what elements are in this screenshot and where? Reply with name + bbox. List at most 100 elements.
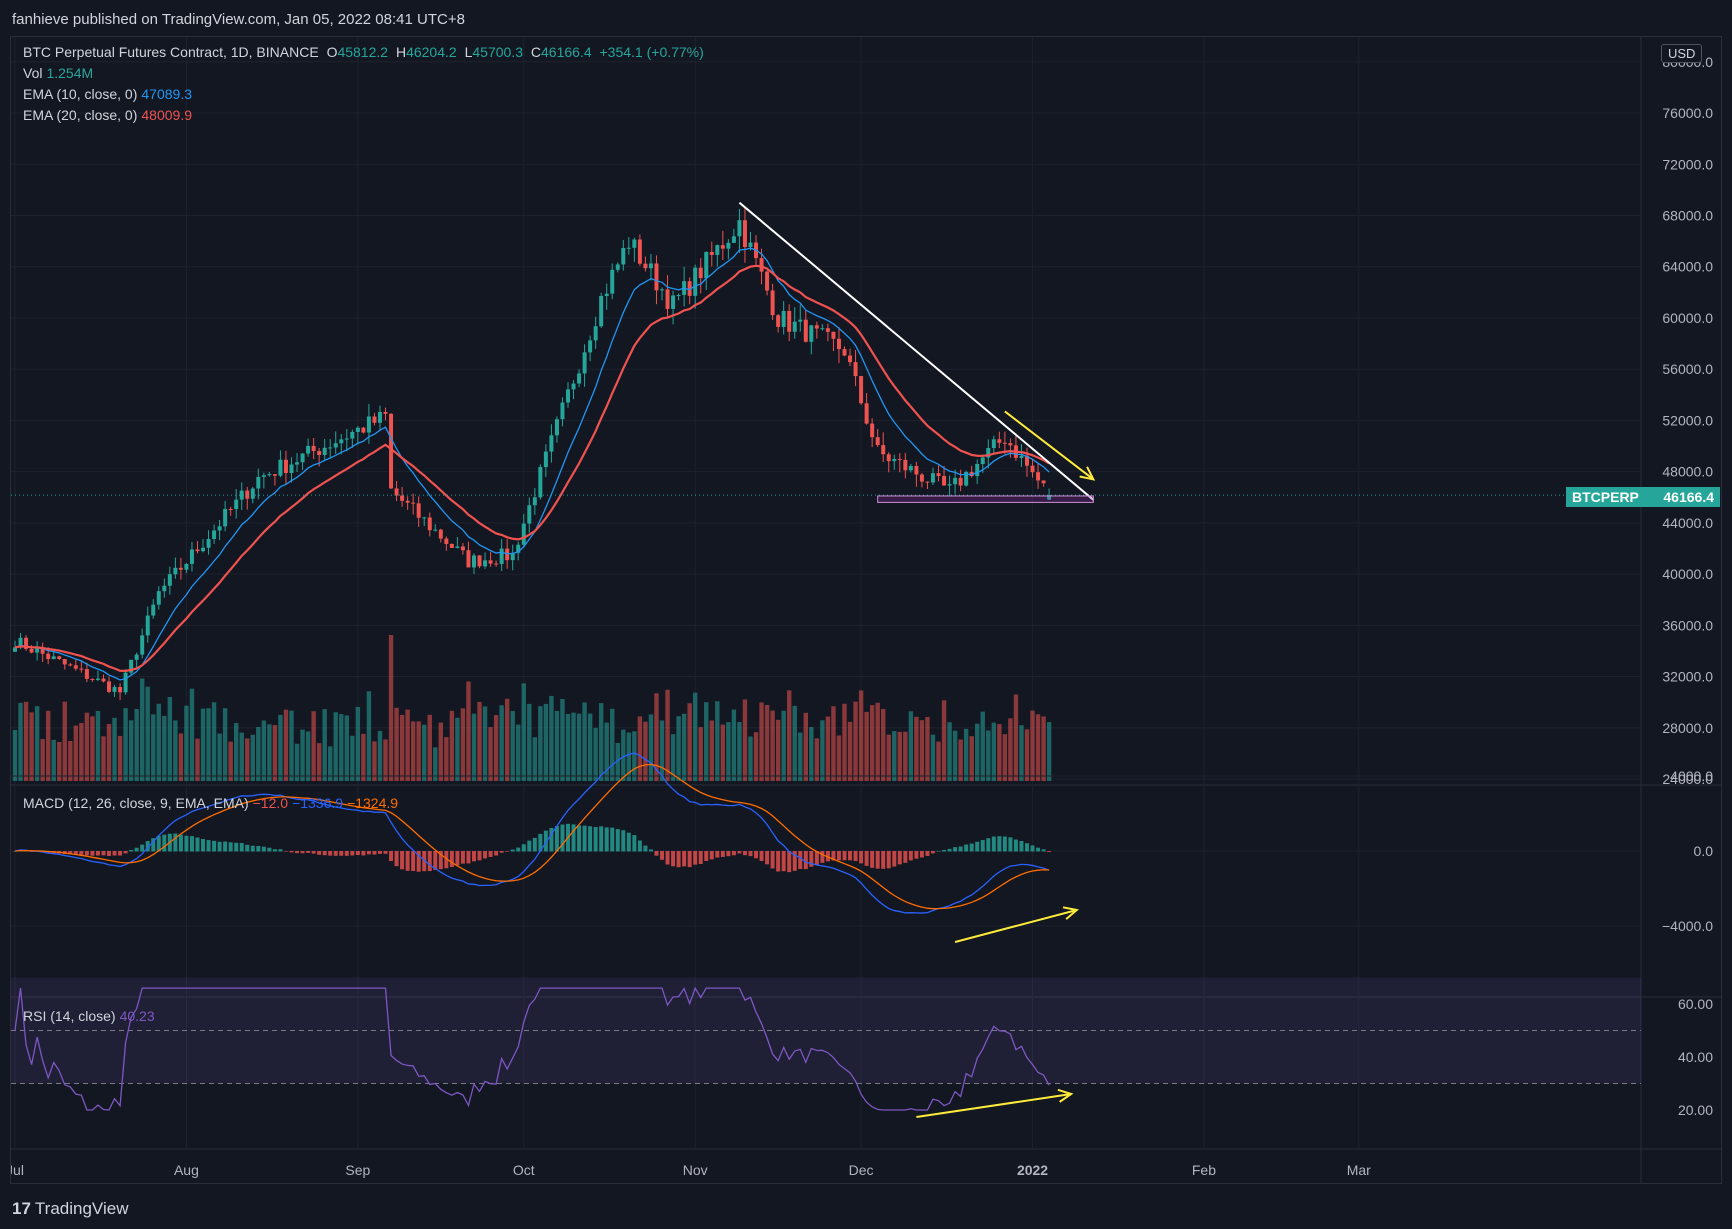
macd-hist-bar [156,835,161,852]
volume-bar [399,714,405,781]
volume-bar [775,719,781,781]
volume-bar [709,720,714,781]
candle-body [283,459,288,473]
candle-body [355,427,360,432]
volume-bar [200,708,206,781]
legend-ema20-value: 48009.9 [141,107,192,123]
legend-macd: MACD (12, 26, close, 9, EMA, EMA) −12.0 −1… [23,795,402,811]
volume-bar [648,714,654,781]
macd-hist-bar [217,841,222,852]
volume-bar [787,690,792,781]
candle-body [29,648,34,653]
macd-hist-bar [820,851,825,863]
candle-body [239,490,244,500]
time-tick-label: Oct [513,1162,535,1178]
macd-hist-bar [13,851,17,852]
volume-bar [1013,694,1019,781]
currency-button[interactable]: USD [1661,44,1703,63]
candle-body [720,245,725,249]
volume-bar [814,738,820,781]
candle-body [422,517,427,519]
candle-body [267,474,272,476]
macd-hist-bar [787,851,792,873]
price-tick-label: 28000.0 [1662,720,1713,736]
candle-body [908,465,913,471]
volume-bar [355,706,361,781]
legend-h-label: H [395,44,407,60]
macd-hist-bar [964,844,969,852]
macd-hist-bar [687,851,692,868]
macd-hist-bar [615,829,620,852]
chart-canvas[interactable]: 80000.076000.072000.068000.064000.060000… [11,37,1721,1183]
macd-hist-bar [720,851,725,857]
rsi-line [14,986,1050,1111]
candle-body [582,352,587,374]
legend-open: 45812.2 [337,44,389,60]
volume-bar [228,741,233,781]
macd-hist-bar [499,851,504,853]
macd-hist-bar [389,851,394,862]
macd-hist-bar [726,851,731,857]
volume-bar [825,716,831,781]
volume-bar [128,720,134,781]
legend-macd-signal: −1324.9 [347,795,399,811]
volume-bar [831,706,836,781]
legend-c-label: C [530,44,541,60]
volume-bar [798,732,803,781]
macd-hist-bar [267,847,272,852]
volume-bar [12,730,18,781]
macd-hist-bar [549,828,554,852]
volume-bar [167,696,173,781]
candle-body [737,220,742,237]
macd-hist-bar [223,841,228,852]
candle-body [897,459,902,461]
candle-body [394,488,399,496]
candle-body [930,473,935,483]
volume-bar [941,700,947,781]
volume-bar [482,706,488,781]
volume-bar [582,702,587,781]
volume-bar [847,721,853,781]
candle-body [859,376,864,404]
candle-body [543,451,548,468]
candle-body [577,373,582,384]
macd-hist-bar [372,851,377,855]
macd-divergence-arrow-shaft [954,909,1078,943]
macd-hist-bar [328,851,333,856]
candle-body [892,459,897,462]
candle-body [914,465,919,475]
candle-body [57,656,62,660]
tradingview-logo[interactable]: 17 TradingView [12,1199,128,1219]
macd-tick-label: −4000.0 [1662,918,1713,934]
macd-hist-bar [311,851,316,854]
candle-body [140,635,145,655]
volume-bar [615,742,620,781]
volume-bar [704,702,709,781]
volume-bar [947,722,952,781]
macd-hist-bar [665,851,670,865]
macd-hist-bar [532,837,537,852]
candle-body [471,555,476,568]
macd-hist-bar [201,839,206,852]
candle-body [167,574,172,586]
volume-bar [720,724,726,781]
volume-bar [925,716,930,781]
volume-bar [18,702,23,781]
candle-body [516,544,521,553]
volume-bar [781,710,786,781]
time-tick-label: Aug [174,1162,199,1178]
volume-bar [449,710,455,781]
legend-macd-label: MACD (12, 26, close, 9, EMA, EMA) [23,795,249,811]
volume-bar [504,698,510,781]
candle-body [726,242,731,249]
candle-body [178,567,183,570]
candle-body [223,508,228,527]
candle-body [549,435,554,452]
volume-bar [245,738,250,781]
volume-bar [598,703,604,781]
macd-hist-bar [560,824,565,852]
candle-body [217,526,222,531]
candle-body [151,604,156,616]
candle-body [306,445,311,454]
candle-body [460,546,465,551]
